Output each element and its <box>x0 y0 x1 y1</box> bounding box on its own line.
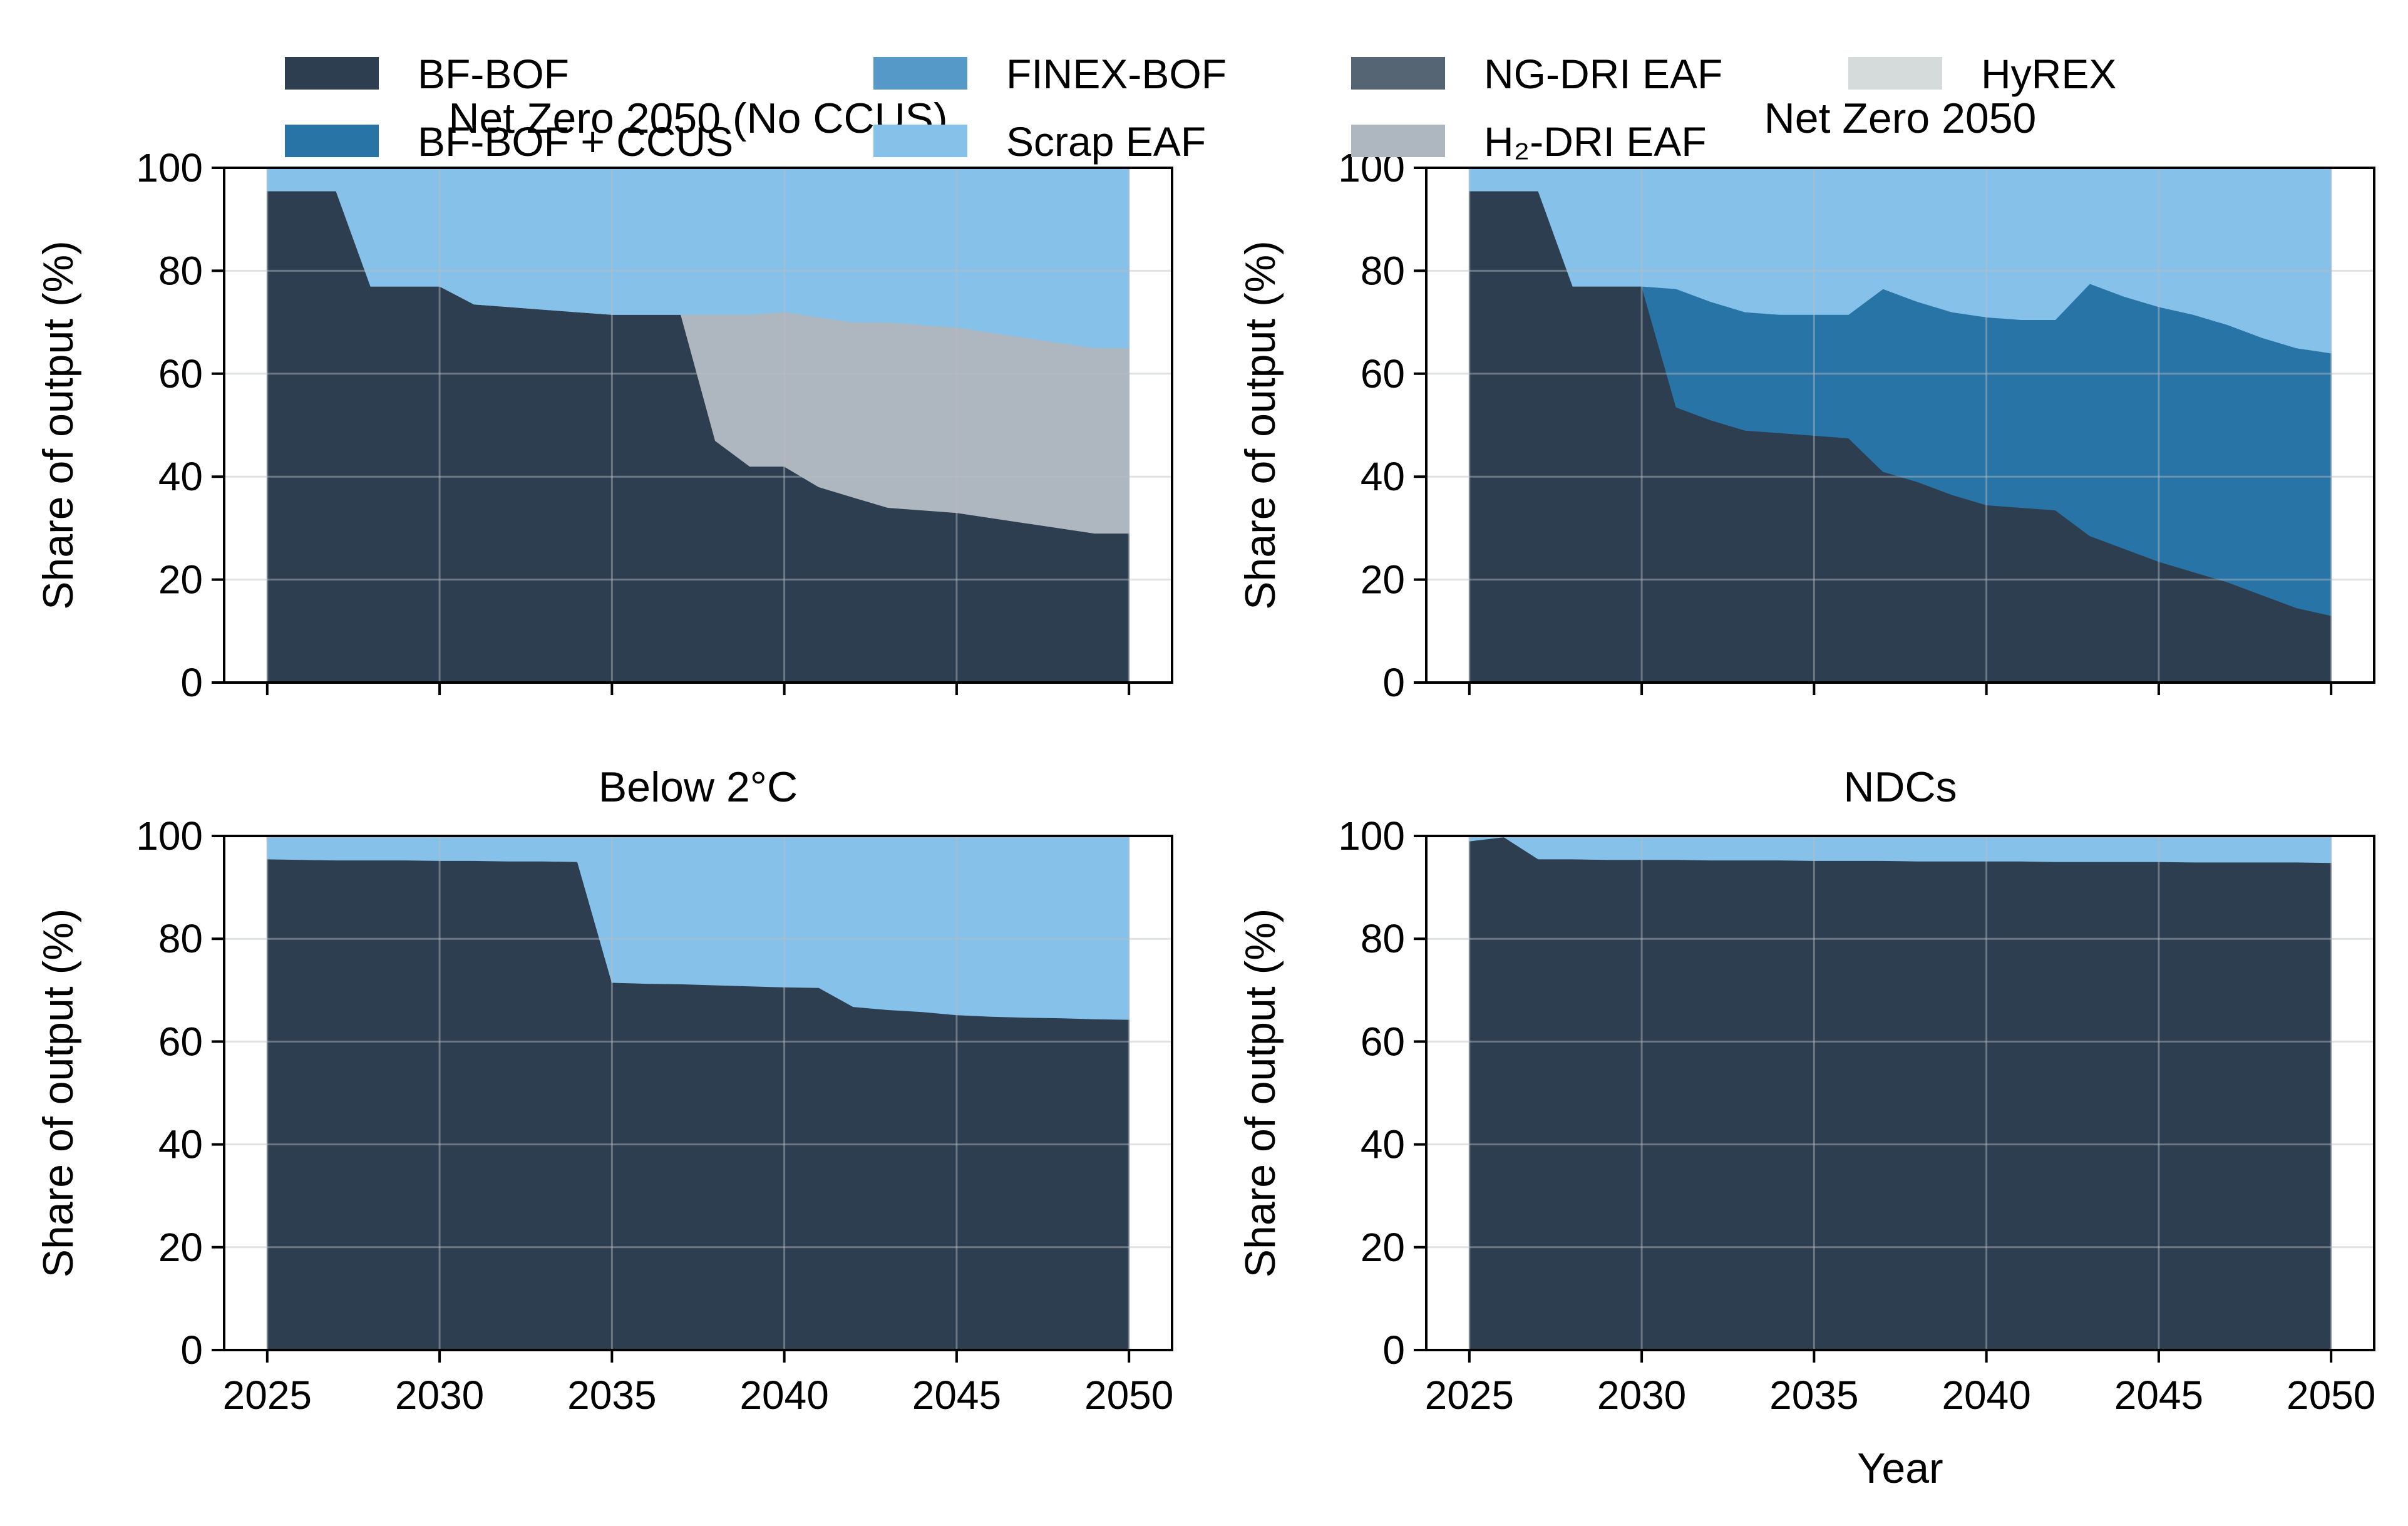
legend-label-scrap-eaf: Scrap EAF <box>1006 118 1206 165</box>
x-tick-label: 2045 <box>912 1373 1001 1418</box>
y-axis-label: Share of output (%) <box>34 240 82 610</box>
y-tick-label: 80 <box>1361 916 1405 961</box>
y-tick-label: 60 <box>158 351 203 396</box>
x-tick-label: 2050 <box>2287 1373 2375 1418</box>
legend-swatch-bf-bof-ccus <box>285 125 379 157</box>
y-tick-label: 0 <box>1382 1328 1405 1373</box>
legend-swatch-h-dri-eaf <box>1351 125 1445 157</box>
axes-frame <box>223 835 1173 1351</box>
y-tick-label: 80 <box>1361 248 1405 293</box>
panel-title: Below 2°C <box>599 763 798 811</box>
panel-title: NDCs <box>1843 763 1957 811</box>
x-tick-label: 2050 <box>1084 1373 1173 1418</box>
x-tick-label: 2040 <box>739 1373 828 1418</box>
legend-swatch-finex-bof <box>873 57 967 90</box>
legend-label-finex-bof: FINEX-BOF <box>1006 51 1227 97</box>
legend-label-ng-dri-eaf: NG-DRI EAF <box>1484 51 1722 97</box>
legend-swatch-bf-bof <box>285 57 379 90</box>
legend-swatch-hyrex <box>1848 57 1942 90</box>
y-tick-label: 60 <box>1361 351 1405 396</box>
legend-label-bf-bof: BF-BOF <box>418 51 569 97</box>
y-tick-label: 80 <box>158 248 203 293</box>
x-tick-label: 2035 <box>1769 1373 1858 1418</box>
area-layers <box>267 167 1129 683</box>
area-bf-bof <box>1469 837 2332 1351</box>
y-tick-label: 0 <box>180 1328 203 1373</box>
x-tick-label: 2035 <box>567 1373 656 1418</box>
axes-frame <box>223 167 1173 684</box>
x-tick-label: 2025 <box>223 1373 312 1418</box>
axes-frame <box>1425 167 2375 684</box>
x-tick-label: 2045 <box>2114 1373 2203 1418</box>
y-tick-label: 60 <box>1361 1019 1405 1064</box>
y-tick-label: 100 <box>1338 813 1405 858</box>
y-axis-label: Share of output (%) <box>34 909 82 1278</box>
x-tick-label: 2030 <box>1597 1373 1686 1418</box>
legend-label-h-dri-eaf: H₂-DRI EAF <box>1484 118 1707 165</box>
y-tick-label: 40 <box>158 1122 203 1167</box>
panel-title: Net Zero 2050 <box>1764 95 2037 142</box>
x-axis-label: Year <box>1857 1445 1943 1492</box>
y-tick-label: 100 <box>136 145 203 190</box>
y-tick-label: 20 <box>158 557 203 602</box>
y-tick-label: 0 <box>180 660 203 705</box>
y-tick-label: 60 <box>158 1019 203 1064</box>
panel-title: Net Zero 2050 (No CCUS) <box>448 95 947 142</box>
area-layers <box>1469 835 2332 1351</box>
legend-swatch-scrap-eaf <box>873 125 967 157</box>
y-tick-label: 40 <box>158 454 203 499</box>
legend-label-bf-bof-ccus: BF-BOF + CCUS <box>418 118 733 165</box>
y-tick-label: 40 <box>1361 1122 1405 1167</box>
x-tick-label: 2030 <box>395 1373 484 1418</box>
area-layers <box>1469 167 2332 683</box>
y-tick-label: 0 <box>1382 660 1405 705</box>
y-tick-label: 20 <box>1361 1225 1405 1270</box>
axes-frame <box>1425 835 2375 1351</box>
area-layers <box>267 835 1129 1351</box>
y-tick-label: 80 <box>158 916 203 961</box>
x-tick-label: 2025 <box>1425 1373 1514 1418</box>
y-axis-label: Share of output (%) <box>1237 909 1284 1278</box>
legend: BF-BOF BF-BOF + CCUS FINEX-BOF Scrap EAF NG-… <box>285 51 2116 165</box>
x-tick-label: 2040 <box>1942 1373 2030 1418</box>
y-tick-label: 20 <box>158 1225 203 1270</box>
panel-net-zero-no-ccus: 0 20 40 60 80 100 Share of output (%) Net Zero … <box>34 95 1173 705</box>
y-axis-label: Share of output (%) <box>1237 240 1284 610</box>
area-scrap-eaf <box>1469 835 2332 864</box>
y-tick-label: 100 <box>136 813 203 858</box>
legend-label-hyrex: HyREX <box>1981 51 2116 97</box>
y-tick-label: 40 <box>1361 454 1405 499</box>
legend-swatch-ng-dri-eaf <box>1351 57 1445 90</box>
y-tick-label: 20 <box>1361 557 1405 602</box>
